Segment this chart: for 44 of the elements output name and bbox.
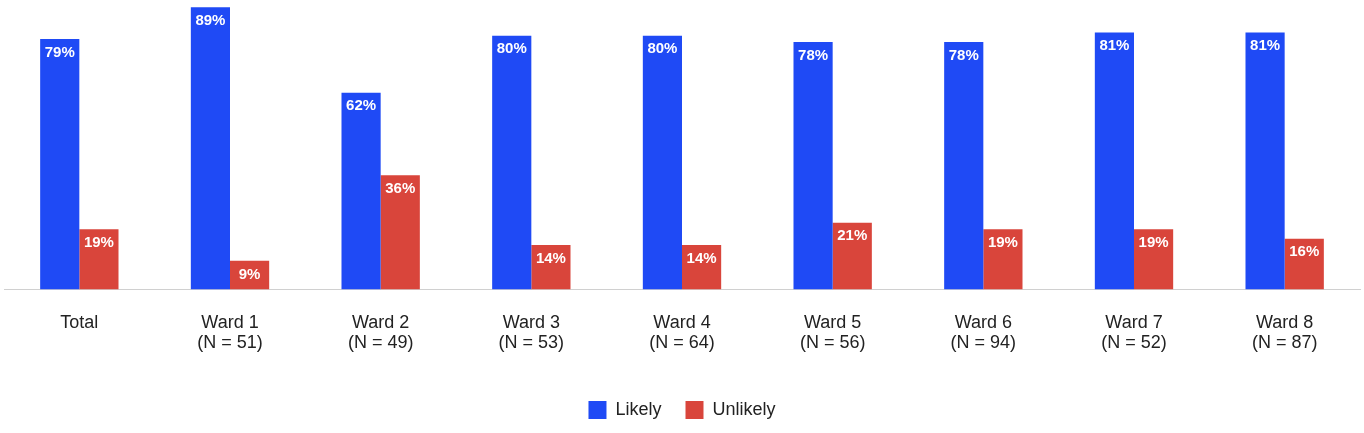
legend-label: Likely: [615, 398, 662, 419]
x-tick-label: Ward 6 (N = 94): [950, 312, 1017, 353]
data-label: 9%: [238, 264, 261, 282]
x-tick-label: Ward 3 (N = 53): [498, 312, 565, 353]
data-label: 19%: [1138, 232, 1169, 250]
x-tick-label: Total: [60, 312, 99, 333]
data-label: 14%: [535, 248, 566, 266]
bar: [983, 229, 1023, 290]
bar: [40, 38, 80, 290]
data-label: 78%: [948, 45, 979, 63]
data-label: 14%: [686, 248, 717, 266]
data-label: 80%: [496, 39, 527, 57]
data-label: 36%: [385, 178, 416, 196]
data-label: 19%: [987, 232, 1018, 250]
data-label: 89%: [195, 10, 226, 28]
data-label: 62%: [346, 96, 377, 114]
bar: [944, 42, 984, 290]
x-tick-label: Ward 5 (N = 56): [799, 312, 866, 353]
x-tick-label: Ward 1 (N = 51): [197, 312, 263, 353]
bar: [1134, 229, 1174, 290]
bar: [1245, 32, 1285, 290]
bar: [832, 222, 872, 290]
bar: [793, 42, 833, 290]
bar: [1094, 32, 1134, 290]
data-label: 16%: [1289, 242, 1320, 260]
bar: [341, 92, 381, 290]
x-tick-label: Ward 8 (N = 87): [1251, 312, 1318, 353]
data-label: 79%: [44, 42, 75, 60]
data-label: 80%: [647, 39, 678, 57]
bar: [492, 35, 532, 290]
bar: [380, 175, 420, 290]
data-label: 81%: [1099, 36, 1130, 54]
bar: [79, 229, 119, 290]
bar: [642, 35, 682, 290]
data-label: 81%: [1250, 36, 1281, 54]
data-label: 19%: [83, 232, 114, 250]
legend-label: Unlikely: [712, 398, 776, 419]
bar: [190, 7, 230, 290]
x-tick-label: Ward 4 (N = 64): [649, 312, 715, 353]
data-label: 21%: [837, 226, 868, 244]
x-tick-label: Ward 2 (N = 49): [347, 312, 414, 353]
data-label: 78%: [798, 45, 829, 63]
x-tick-label: Ward 7 (N = 52): [1101, 312, 1167, 353]
bar: [531, 245, 571, 290]
